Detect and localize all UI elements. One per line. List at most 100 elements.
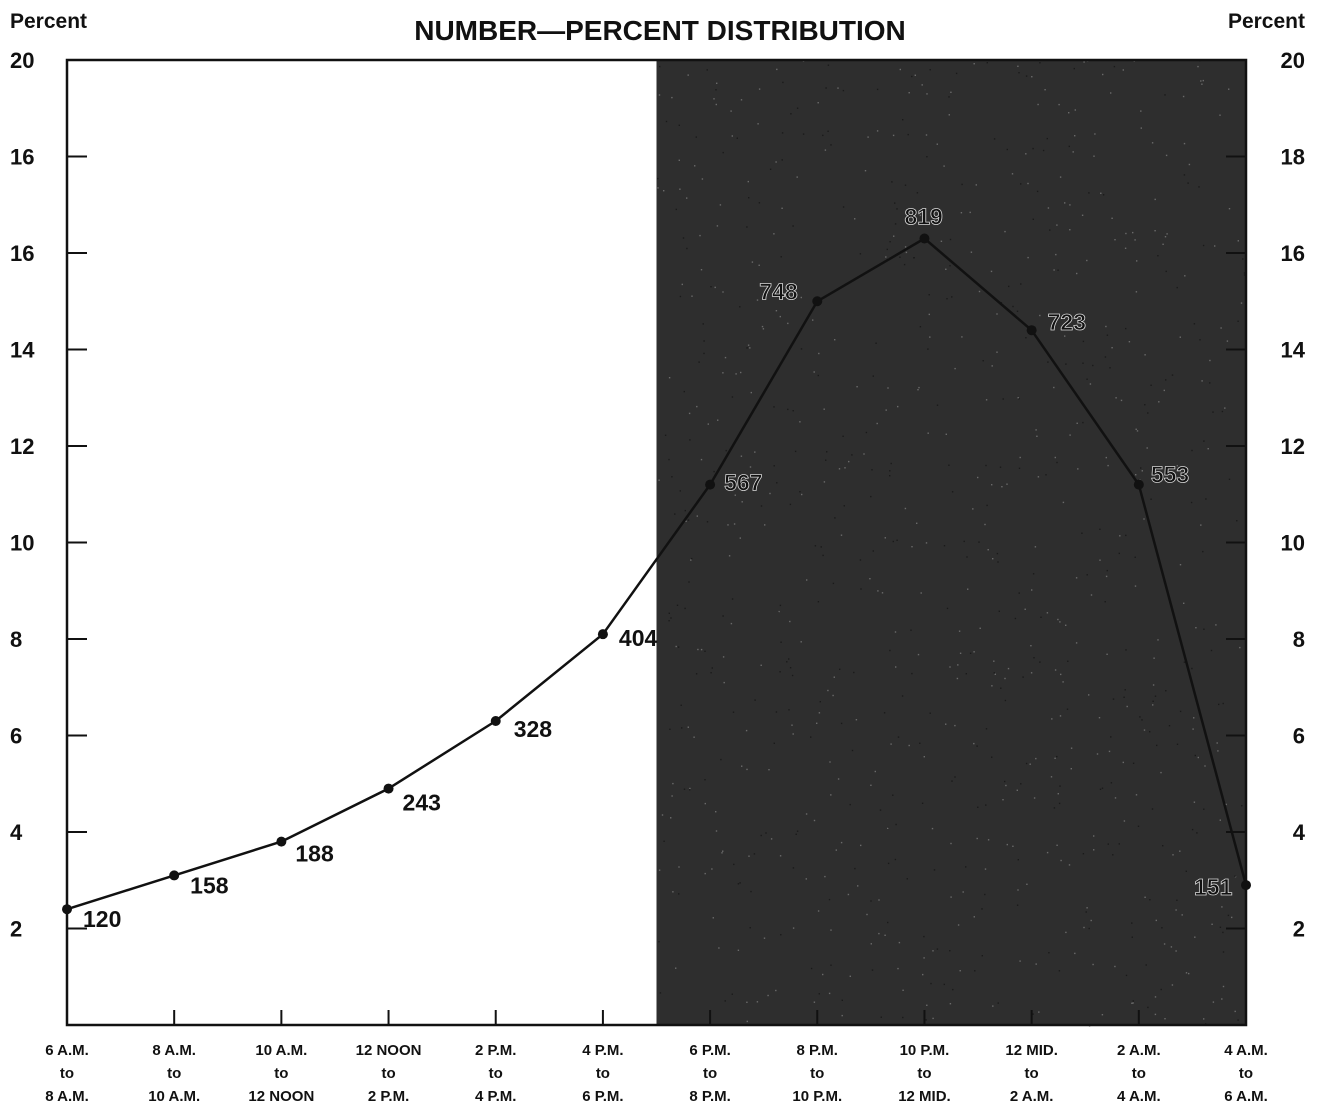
speck xyxy=(976,745,978,747)
speck xyxy=(863,453,865,455)
speck xyxy=(974,970,976,972)
speck xyxy=(780,641,782,643)
speck xyxy=(782,81,784,84)
speck xyxy=(884,934,886,936)
data-point xyxy=(1026,325,1037,336)
speck xyxy=(908,744,910,747)
speck xyxy=(1000,687,1002,689)
speck xyxy=(1166,233,1168,235)
speck xyxy=(998,610,1000,612)
data-point xyxy=(276,836,287,847)
speck xyxy=(1197,65,1199,68)
speck xyxy=(1136,430,1139,432)
speck xyxy=(780,256,782,258)
speck xyxy=(1150,498,1152,500)
night-shaded-region xyxy=(656,60,1246,1025)
speck xyxy=(1110,736,1112,738)
speck xyxy=(822,554,824,557)
speck xyxy=(875,342,877,344)
speck xyxy=(687,726,689,728)
speck xyxy=(678,124,680,126)
speck xyxy=(1135,794,1138,796)
speck xyxy=(1164,1018,1166,1020)
speck xyxy=(1086,259,1088,262)
speck xyxy=(663,190,665,192)
speck xyxy=(991,685,993,687)
speck xyxy=(973,916,975,918)
x-tick-label: 4 P.M. xyxy=(475,1088,516,1105)
speck xyxy=(1074,952,1076,955)
speck xyxy=(1176,743,1179,745)
speck xyxy=(948,464,950,466)
speck xyxy=(659,992,662,994)
speck xyxy=(791,724,793,726)
speck xyxy=(1176,286,1178,289)
speck xyxy=(925,1019,927,1021)
speck xyxy=(1025,762,1028,765)
speck xyxy=(825,459,827,461)
speck xyxy=(739,306,741,308)
speck xyxy=(1222,702,1224,705)
speck xyxy=(1011,173,1014,175)
speck xyxy=(1098,717,1101,719)
speck xyxy=(741,501,743,503)
speck xyxy=(818,993,820,995)
speck xyxy=(1031,76,1033,78)
speck xyxy=(724,356,727,359)
speck xyxy=(1136,260,1138,262)
speck xyxy=(839,668,841,670)
x-tick-label: 10 P.M. xyxy=(900,1042,950,1059)
speck xyxy=(1231,916,1233,919)
speck xyxy=(1093,849,1095,851)
speck xyxy=(842,206,845,208)
speck xyxy=(997,1002,999,1004)
speck xyxy=(994,673,996,675)
speck xyxy=(1114,965,1116,968)
speck xyxy=(1030,672,1033,674)
speck xyxy=(730,110,732,112)
speck xyxy=(1157,255,1159,257)
speck xyxy=(1195,627,1197,629)
speck xyxy=(794,298,796,300)
x-tick-label: 12 MID. xyxy=(898,1088,951,1105)
speck xyxy=(1004,780,1006,783)
speck xyxy=(940,240,943,242)
speck xyxy=(827,130,829,132)
speck xyxy=(907,133,909,136)
speck xyxy=(1237,320,1239,322)
speck xyxy=(678,866,680,868)
speck xyxy=(716,82,718,84)
speck xyxy=(725,449,727,452)
speck xyxy=(881,592,884,594)
speck xyxy=(1081,214,1084,216)
right-y-axis: 2 4 6 8 10 12 14 16 18 20 xyxy=(1226,48,1306,942)
speck xyxy=(1068,145,1070,148)
speck xyxy=(965,673,967,675)
speck xyxy=(740,455,743,457)
speck xyxy=(963,540,965,543)
speck xyxy=(1132,762,1135,764)
speck xyxy=(1179,710,1182,713)
speck xyxy=(1083,61,1085,63)
speck xyxy=(993,672,995,674)
speck xyxy=(686,197,688,199)
speck xyxy=(668,612,670,614)
speck xyxy=(687,74,689,76)
speck xyxy=(688,581,690,583)
speck xyxy=(899,68,901,71)
speck xyxy=(1209,359,1211,362)
speck xyxy=(767,994,769,997)
speck xyxy=(775,711,778,713)
speck xyxy=(795,833,797,835)
speck xyxy=(1060,673,1062,676)
speck xyxy=(1040,616,1042,618)
speck xyxy=(1025,337,1027,339)
speck xyxy=(1090,594,1093,596)
speck xyxy=(1051,718,1053,720)
speck xyxy=(1120,399,1123,402)
speck xyxy=(678,159,680,161)
speck xyxy=(1112,854,1114,856)
speck xyxy=(1074,135,1076,137)
speck xyxy=(1110,92,1112,94)
speck xyxy=(1153,657,1155,659)
